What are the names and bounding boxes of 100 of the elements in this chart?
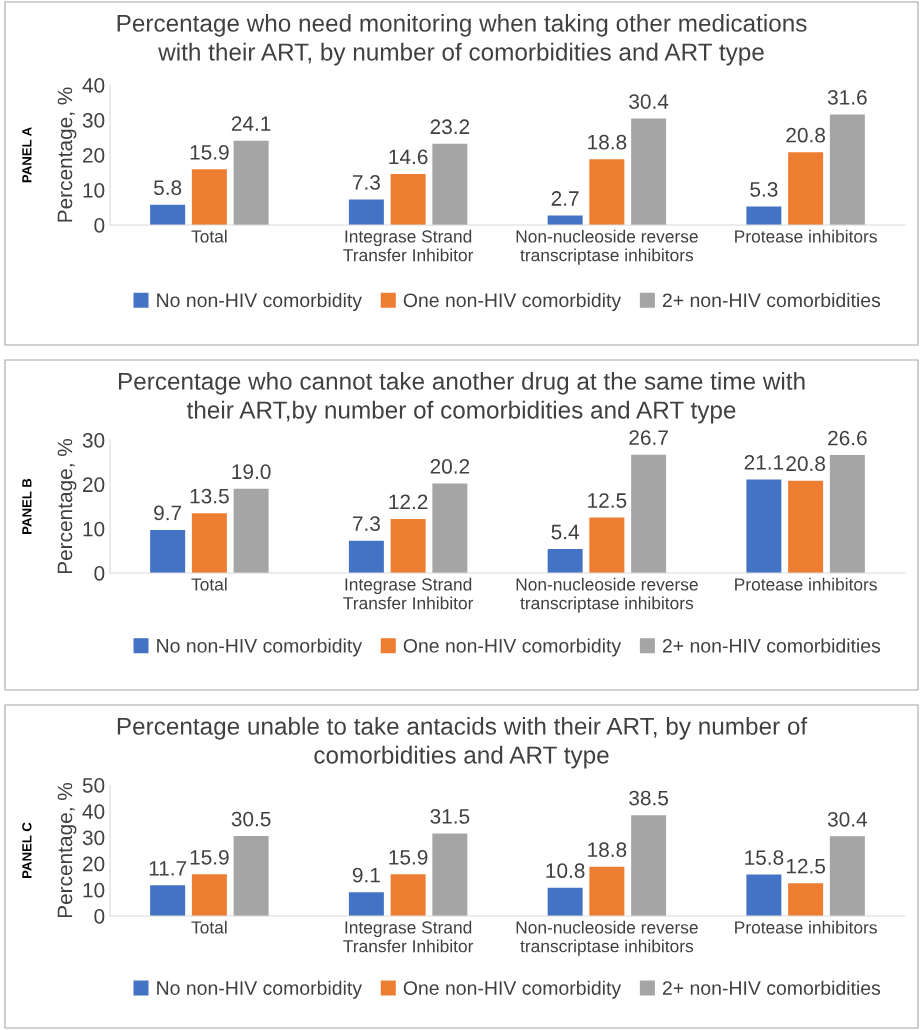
x-tick-label: Integrase Strand Transfer Inhibitor: [343, 920, 474, 953]
text: 12.2: [389, 494, 428, 510]
text: 20.2: [430, 459, 470, 474]
data-label: 15.9: [190, 144, 229, 160]
x-tick-label: Integrase Strand Transfer Inhibitor: [343, 577, 474, 610]
text: 26.7: [629, 430, 668, 445]
bar: [788, 883, 824, 916]
data-label: 38.5: [629, 790, 669, 806]
chart-title: Percentage who need monitoring when taking other medications with their ART, by number of comorbidities and ART type: [117, 14, 807, 66]
bar: [191, 874, 227, 916]
data-label: 30.5: [231, 811, 271, 827]
data-label: 30.4: [629, 94, 669, 109]
data-label: 31.5: [430, 809, 470, 824]
text: PANEL C: [22, 822, 32, 878]
y-tick-label: 30: [82, 433, 105, 448]
y-tick-label: 0: [94, 909, 105, 924]
x-tick-label: Total: [191, 920, 227, 934]
x-tick-label: Protease inhibitors: [735, 577, 877, 591]
bar: [547, 549, 583, 573]
x-tick-label: Protease inhibitors: [735, 920, 877, 934]
x-tick-label: Total: [191, 577, 227, 591]
y-tick-label: 30: [82, 113, 105, 128]
bar: [589, 159, 625, 225]
data-label: 18.8: [588, 842, 627, 858]
y-axis-title: Percentage, %: [57, 782, 77, 918]
bar: [348, 199, 384, 225]
data-label: 18.8: [588, 134, 627, 150]
x-tick-label: Total: [191, 229, 227, 243]
data-label: 15.9: [389, 849, 428, 865]
bar: [432, 833, 468, 916]
bar: [746, 874, 782, 916]
bar: [432, 483, 468, 573]
legend-label: 2+ non-HIV comorbidities: [662, 292, 881, 308]
data-label: 15.9: [190, 849, 229, 865]
text: 12.5: [588, 493, 627, 508]
y-tick-label: 40: [82, 78, 105, 93]
data-label: 23.2: [430, 119, 470, 135]
y-tick-label: 10: [83, 183, 105, 198]
data-label: 5.3: [750, 182, 778, 197]
bar: [746, 206, 782, 225]
bar: [746, 479, 782, 573]
bar: [631, 815, 667, 916]
data-label: 11.7: [149, 861, 187, 876]
text: 13.5: [190, 488, 229, 504]
legend-label: One non-HIV comorbidity: [403, 638, 622, 657]
bar: [348, 892, 384, 916]
x-tick-label: Non-nucleoside reverse transcriptase inhibitors: [516, 229, 698, 265]
bar: [348, 540, 384, 573]
x-tick-label: Integrase Strand Transfer Inhibitor: [343, 229, 474, 262]
bar: [631, 454, 667, 573]
text: 21.1: [744, 455, 784, 470]
x-tick-label: Protease inhibitors: [735, 229, 877, 243]
text: 9.7: [154, 505, 182, 521]
bar: [390, 518, 426, 573]
legend-label: 2+ non-HIV comorbidities: [662, 980, 881, 995]
bar: [233, 836, 269, 916]
text: 26.6: [828, 430, 867, 446]
y-tick-label: 20: [83, 856, 105, 872]
data-label: 2.7: [551, 191, 579, 206]
bar: [233, 488, 269, 573]
y-tick-label: 30: [82, 830, 105, 846]
chart-title: Percentage who cannot take another drug at the same time with their ART,by number of comorbidities and ART type: [118, 372, 805, 424]
data-label: 12.5: [786, 858, 826, 874]
x-tick-label: Non-nucleoside reverse transcriptase inhibitors: [516, 920, 698, 956]
data-label: 24.1: [231, 116, 271, 131]
data-label: 20.8: [786, 127, 825, 143]
bar: [191, 513, 227, 573]
legend-label: No non-HIV comorbidity: [157, 980, 362, 999]
data-label: 9.1: [352, 867, 380, 883]
text: 20.8: [786, 456, 825, 472]
chart-title: Percentage unable to take antacids with their ART, by number of comorbidities and ART type: [117, 717, 808, 769]
bar: [390, 874, 426, 916]
bar: [788, 152, 824, 225]
y-tick-label: 20: [83, 148, 105, 163]
text: 19.0: [232, 464, 271, 480]
y-axis-title: Percentage, %: [57, 438, 77, 574]
text: 5.4: [551, 524, 580, 540]
bar: [631, 118, 667, 225]
legend-label: 2+ non-HIV comorbidities: [662, 638, 881, 653]
y-tick-label: 10: [83, 882, 105, 898]
text: PANEL B: [22, 478, 32, 534]
y-tick-label: 0: [94, 566, 105, 581]
bar: [829, 836, 865, 916]
bar: [788, 480, 824, 573]
data-label: 31.6: [827, 89, 867, 105]
bar: [390, 173, 426, 225]
y-tick-label: 10: [83, 521, 105, 537]
bar: [150, 530, 186, 573]
bar: [233, 140, 269, 225]
x-tick-label: Non-nucleoside reverse transcriptase inhibitors: [516, 577, 698, 613]
bar: [150, 204, 186, 225]
data-label: 30.4: [827, 811, 868, 827]
y-tick-label: 0: [94, 218, 105, 233]
legend-label: One non-HIV comorbidity: [403, 292, 622, 312]
legend-label: No non-HIV comorbidity: [157, 292, 362, 312]
data-label: 5.8: [153, 180, 182, 196]
bar: [589, 866, 625, 916]
data-label: 10.8: [546, 863, 585, 879]
bar: [829, 455, 865, 573]
y-tick-label: 50: [82, 778, 105, 793]
